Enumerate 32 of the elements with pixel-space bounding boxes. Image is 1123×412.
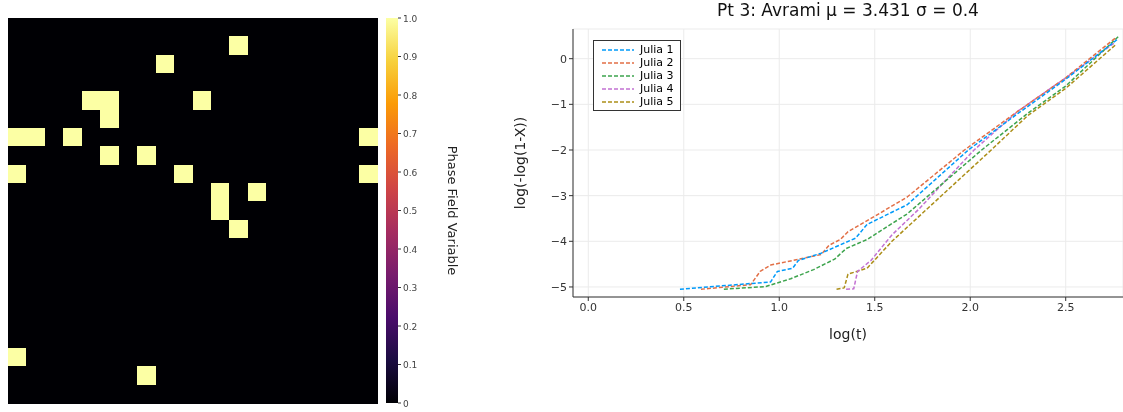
color-bar-label: 0.9: [403, 52, 418, 62]
y-tick-label: −4: [550, 235, 567, 249]
x-axis-title: log(t): [829, 326, 867, 342]
legend-label: Julia 2: [640, 56, 674, 69]
color-bar-label: 0.2: [403, 321, 418, 332]
legend-label: Julia 1: [640, 43, 674, 56]
chart-title: Pt 3: Avrami μ = 3.431 σ = 0.4: [716, 0, 980, 20]
legend-label: Julia 5: [640, 95, 674, 108]
x-tick-label: 1.5: [865, 300, 884, 314]
legend-label: Julia 3: [640, 69, 674, 82]
y-tick-label: −5: [550, 280, 567, 294]
color-bar-label: 0.1: [403, 360, 418, 370]
color-bar-label: 0.5: [403, 206, 418, 216]
color-bar-label: 0.6: [403, 167, 418, 178]
x-tick-label: 2.0: [961, 300, 979, 314]
legend-label: Julia 4: [640, 82, 674, 95]
color-bar-label: 0.3: [403, 283, 418, 293]
color-bar-label: 0.4: [403, 244, 418, 255]
color-bar-label: 0.8: [403, 90, 418, 101]
color-bar-label: 0.7: [403, 129, 418, 139]
x-tick-label: 0.0: [579, 300, 598, 314]
x-tick-label: 2.5: [1056, 300, 1075, 314]
x-tick-label: 1.0: [770, 300, 788, 314]
y-tick-label: 0: [560, 52, 567, 66]
x-tick-label: 0.5: [675, 300, 693, 314]
y-tick-label: −3: [550, 189, 567, 203]
color-bar-title: Phase Field Variable: [445, 145, 460, 276]
y-tick-label: −1: [550, 98, 567, 112]
y-axis-title: log(-log(1-X)): [511, 116, 528, 210]
color-bar-label: 0: [403, 398, 409, 409]
color-bar-label: 1.0: [403, 13, 418, 24]
y-tick-label: −2: [550, 143, 567, 157]
